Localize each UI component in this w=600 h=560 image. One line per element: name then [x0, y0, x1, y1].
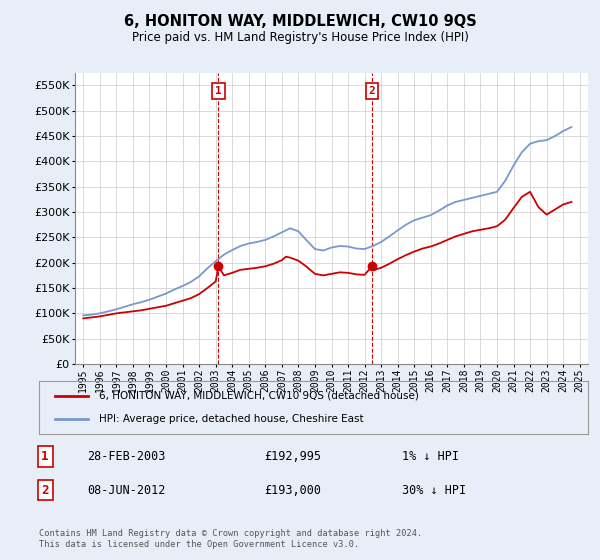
- Text: Contains HM Land Registry data © Crown copyright and database right 2024.
This d: Contains HM Land Registry data © Crown c…: [39, 529, 422, 549]
- Text: £192,995: £192,995: [264, 450, 321, 463]
- Text: 08-JUN-2012: 08-JUN-2012: [87, 483, 166, 497]
- Text: 1: 1: [215, 86, 222, 96]
- Text: Price paid vs. HM Land Registry's House Price Index (HPI): Price paid vs. HM Land Registry's House …: [131, 31, 469, 44]
- Text: 2: 2: [41, 483, 49, 497]
- Text: 6, HONITON WAY, MIDDLEWICH, CW10 9QS: 6, HONITON WAY, MIDDLEWICH, CW10 9QS: [124, 14, 476, 29]
- Text: 6, HONITON WAY, MIDDLEWICH, CW10 9QS (detached house): 6, HONITON WAY, MIDDLEWICH, CW10 9QS (de…: [100, 391, 419, 401]
- Text: £193,000: £193,000: [264, 483, 321, 497]
- Text: 1% ↓ HPI: 1% ↓ HPI: [402, 450, 459, 463]
- Text: HPI: Average price, detached house, Cheshire East: HPI: Average price, detached house, Ches…: [100, 414, 364, 424]
- Text: 30% ↓ HPI: 30% ↓ HPI: [402, 483, 466, 497]
- Text: 28-FEB-2003: 28-FEB-2003: [87, 450, 166, 463]
- Text: 2: 2: [368, 86, 375, 96]
- Text: 1: 1: [41, 450, 49, 463]
